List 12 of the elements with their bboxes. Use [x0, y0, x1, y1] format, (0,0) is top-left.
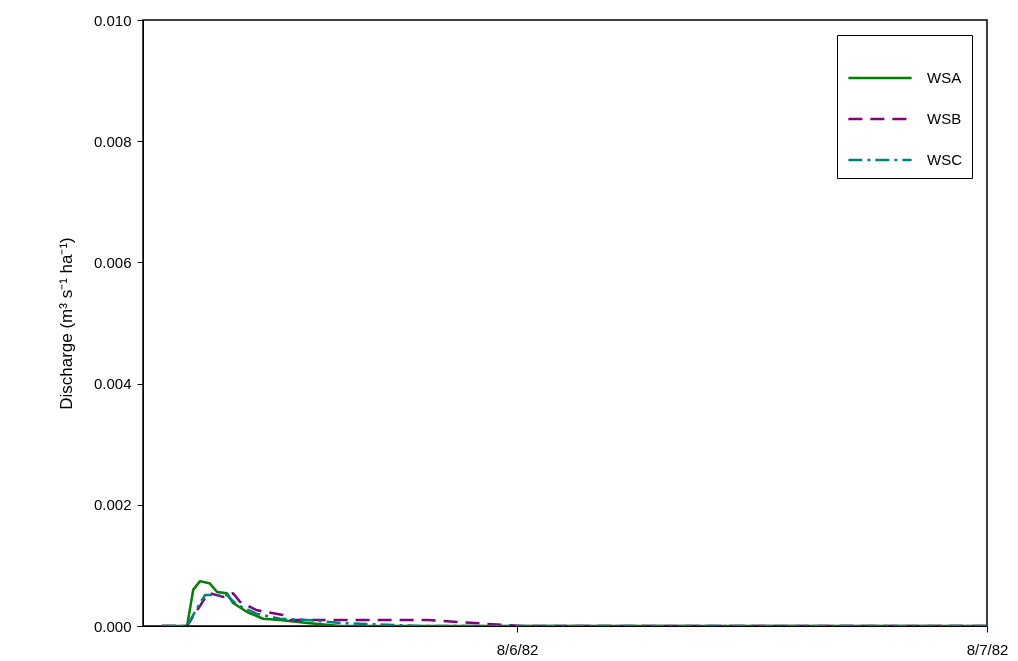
y-tick-label: 0.002	[93, 496, 132, 514]
y-tick-label: 0.000	[93, 617, 132, 635]
x-tick-label: 8/7/82	[966, 640, 1009, 658]
legend-label: WSB	[927, 110, 962, 127]
legend-label: WSC	[927, 151, 963, 168]
y-tick-label: 0.010	[93, 11, 132, 29]
y-tick-label: 0.006	[93, 253, 132, 271]
y-tick-label: 0.008	[93, 132, 132, 150]
legend-label: WSA	[927, 69, 962, 86]
x-tick-label: 8/6/82	[496, 640, 539, 658]
y-axis-title: Discharge (m³ s⁻¹ ha⁻¹)	[56, 237, 76, 410]
y-tick-label: 0.004	[93, 375, 132, 393]
